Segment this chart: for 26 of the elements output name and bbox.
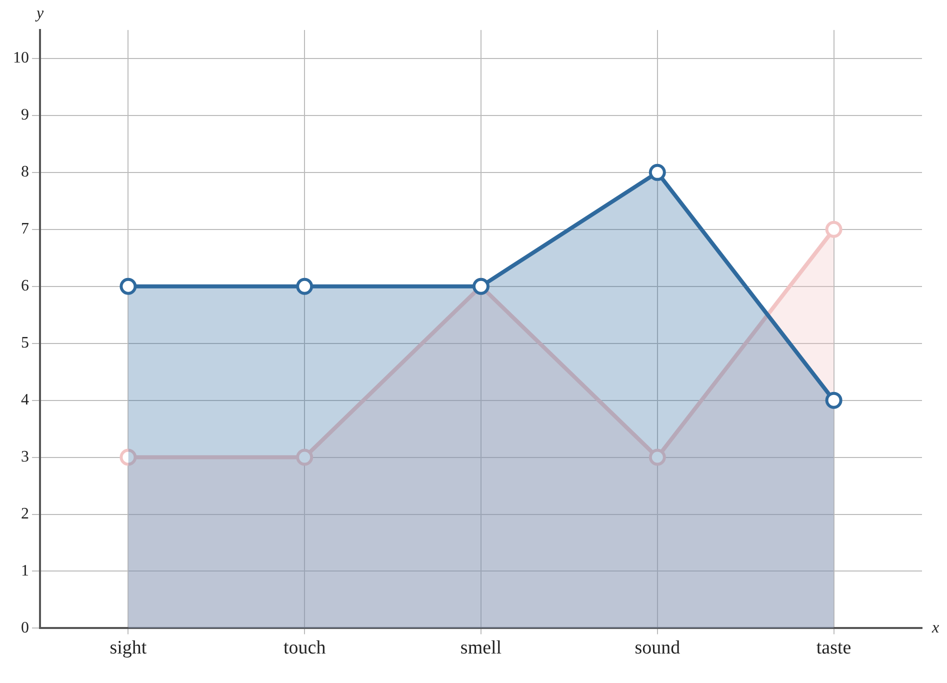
x-axis-title: x (931, 619, 940, 636)
x-tick-label: touch (283, 638, 326, 659)
y-tick-label: 9 (21, 106, 29, 124)
point (825, 220, 842, 238)
x-tick-label: sound (634, 638, 681, 659)
point (120, 448, 137, 466)
y-axis-title: y (34, 5, 44, 22)
x-tick-label: taste (816, 638, 852, 659)
y-tick-label: 8 (21, 164, 29, 181)
y-tick-label: 3 (21, 448, 29, 466)
y-tick-label: 0 (21, 619, 29, 636)
point (648, 448, 666, 466)
point (296, 278, 314, 295)
y-tick-label: 5 (21, 334, 29, 352)
point (120, 278, 137, 295)
point (296, 448, 314, 466)
point (825, 392, 842, 409)
y-tick-label: 2 (21, 505, 29, 522)
point (648, 164, 666, 181)
x-tick-label: smell (460, 638, 502, 659)
y-tick-label: 4 (21, 392, 29, 409)
y-tick-label: 1 (21, 562, 29, 580)
x-tick-label: sight (110, 638, 148, 659)
y-tick-label: 7 (21, 220, 29, 238)
y-tick-label: 10 (13, 50, 29, 67)
y-tick-label: 6 (21, 278, 29, 295)
